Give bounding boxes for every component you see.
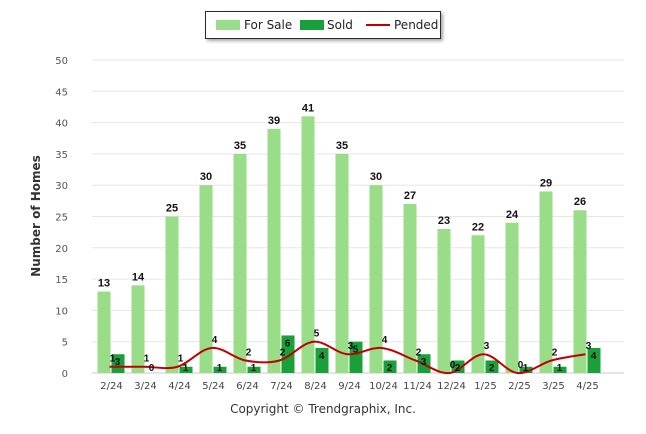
label-sold: 5	[353, 345, 359, 356]
label-for-sale: 35	[336, 140, 348, 152]
label-pended: 0	[450, 360, 456, 371]
bar-for-sale	[336, 154, 349, 373]
x-tick-label: 12/24	[437, 381, 466, 392]
y-tick-label: 10	[55, 306, 68, 317]
label-for-sale: 23	[438, 215, 450, 227]
bar-for-sale	[574, 210, 587, 373]
label-pended: 5	[314, 329, 320, 340]
legend-label-for-sale: For Sale	[244, 18, 292, 32]
y-tick-label: 40	[55, 119, 68, 130]
bars-group	[98, 116, 601, 373]
label-for-sale: 14	[132, 271, 145, 283]
label-sold: 4	[319, 351, 325, 362]
bar-for-sale	[200, 185, 213, 373]
label-sold: 2	[387, 363, 393, 374]
x-tick-label: 2/24	[100, 381, 122, 392]
x-tick-label: 3/25	[542, 381, 564, 392]
label-pended: 4	[212, 335, 218, 346]
y-axis-label: Number of Homes	[29, 155, 43, 277]
legend-swatch-sold	[300, 20, 324, 30]
legend-swatch-for-sale	[216, 20, 240, 30]
bar-for-sale	[98, 292, 111, 373]
label-sold: 4	[591, 351, 597, 362]
label-pended: 2	[552, 347, 558, 358]
x-tick-label: 6/24	[236, 381, 258, 392]
y-tick-label: 15	[55, 275, 68, 286]
bar-for-sale	[234, 154, 247, 373]
x-tick-label: 11/24	[403, 381, 432, 392]
legend: For Sale Sold Pended	[205, 11, 441, 39]
label-for-sale: 13	[98, 278, 110, 290]
legend-label-pended: Pended	[394, 18, 438, 32]
label-sold: 3	[421, 357, 427, 368]
label-for-sale: 30	[370, 171, 382, 183]
label-for-sale: 39	[268, 115, 280, 127]
label-sold: 6	[285, 338, 291, 349]
label-sold: 2	[489, 363, 495, 374]
y-tick-label: 20	[55, 244, 68, 255]
label-sold: 3	[115, 357, 121, 368]
y-tick-label: 5	[62, 338, 68, 349]
label-pended: 1	[178, 354, 184, 365]
x-tick-label: 4/24	[168, 381, 190, 392]
label-sold: 2	[455, 363, 461, 374]
y-tick-label: 30	[55, 181, 68, 192]
x-tick-label: 4/25	[576, 381, 598, 392]
x-tick-label: 8/24	[304, 381, 326, 392]
label-for-sale: 41	[302, 102, 314, 114]
bar-for-sale	[438, 229, 451, 373]
x-tick-label: 2/25	[508, 381, 530, 392]
y-tick-label: 0	[62, 369, 68, 380]
label-pended: 0	[518, 360, 524, 371]
y-tick-label: 50	[55, 56, 68, 67]
label-pended: 3	[348, 341, 354, 352]
label-pended: 2	[246, 347, 252, 358]
label-pended: 2	[280, 347, 286, 358]
label-pended: 1	[144, 354, 150, 365]
label-for-sale: 24	[506, 209, 519, 221]
label-sold: 1	[183, 363, 189, 374]
x-tick-label: 1/25	[474, 381, 496, 392]
bar-for-sale	[302, 116, 315, 373]
y-tick-label: 45	[55, 87, 68, 98]
copyright-footer: Copyright © Trendgraphix, Inc.	[0, 402, 646, 416]
legend-label-sold: Sold	[327, 18, 353, 32]
bar-for-sale	[166, 217, 179, 374]
bar-for-sale	[268, 129, 281, 373]
x-tick-label: 7/24	[270, 381, 292, 392]
x-tick-label: 10/24	[369, 381, 398, 392]
label-pended: 4	[382, 335, 388, 346]
label-for-sale: 29	[540, 177, 552, 189]
label-pended: 3	[586, 341, 592, 352]
label-sold: 1	[217, 363, 223, 374]
bar-for-sale	[472, 235, 485, 373]
label-sold: 1	[251, 363, 257, 374]
y-tick-label: 25	[55, 213, 68, 224]
label-pended: 1	[110, 354, 116, 365]
label-pended: 2	[416, 347, 422, 358]
x-tick-label: 3/24	[134, 381, 156, 392]
bar-for-sale	[404, 204, 417, 373]
label-for-sale: 25	[166, 203, 178, 215]
label-for-sale: 26	[574, 196, 586, 208]
y-tick-label: 35	[55, 150, 68, 161]
x-tick-label: 9/24	[338, 381, 360, 392]
legend-swatch-pended	[366, 24, 390, 26]
bar-for-sale	[370, 185, 383, 373]
label-for-sale: 35	[234, 140, 246, 152]
label-for-sale: 30	[200, 171, 212, 183]
label-pended: 3	[484, 341, 490, 352]
y-axis-ticks: 0 5 10 15 20 25 30 35 40 45 50	[55, 56, 68, 380]
x-axis-ticks: 2/24 3/24 4/24 5/24 6/24 7/24 8/24 9/24 10/24 11/…	[100, 381, 598, 392]
x-tick-label: 5/24	[202, 381, 224, 392]
label-sold: 1	[523, 363, 529, 374]
label-for-sale: 27	[404, 190, 416, 202]
label-for-sale: 22	[472, 221, 484, 233]
label-sold: 0	[149, 363, 155, 374]
bar-for-sale	[506, 223, 519, 373]
bar-for-sale	[540, 191, 553, 373]
label-sold: 1	[557, 363, 563, 374]
bar-for-sale	[132, 285, 145, 373]
